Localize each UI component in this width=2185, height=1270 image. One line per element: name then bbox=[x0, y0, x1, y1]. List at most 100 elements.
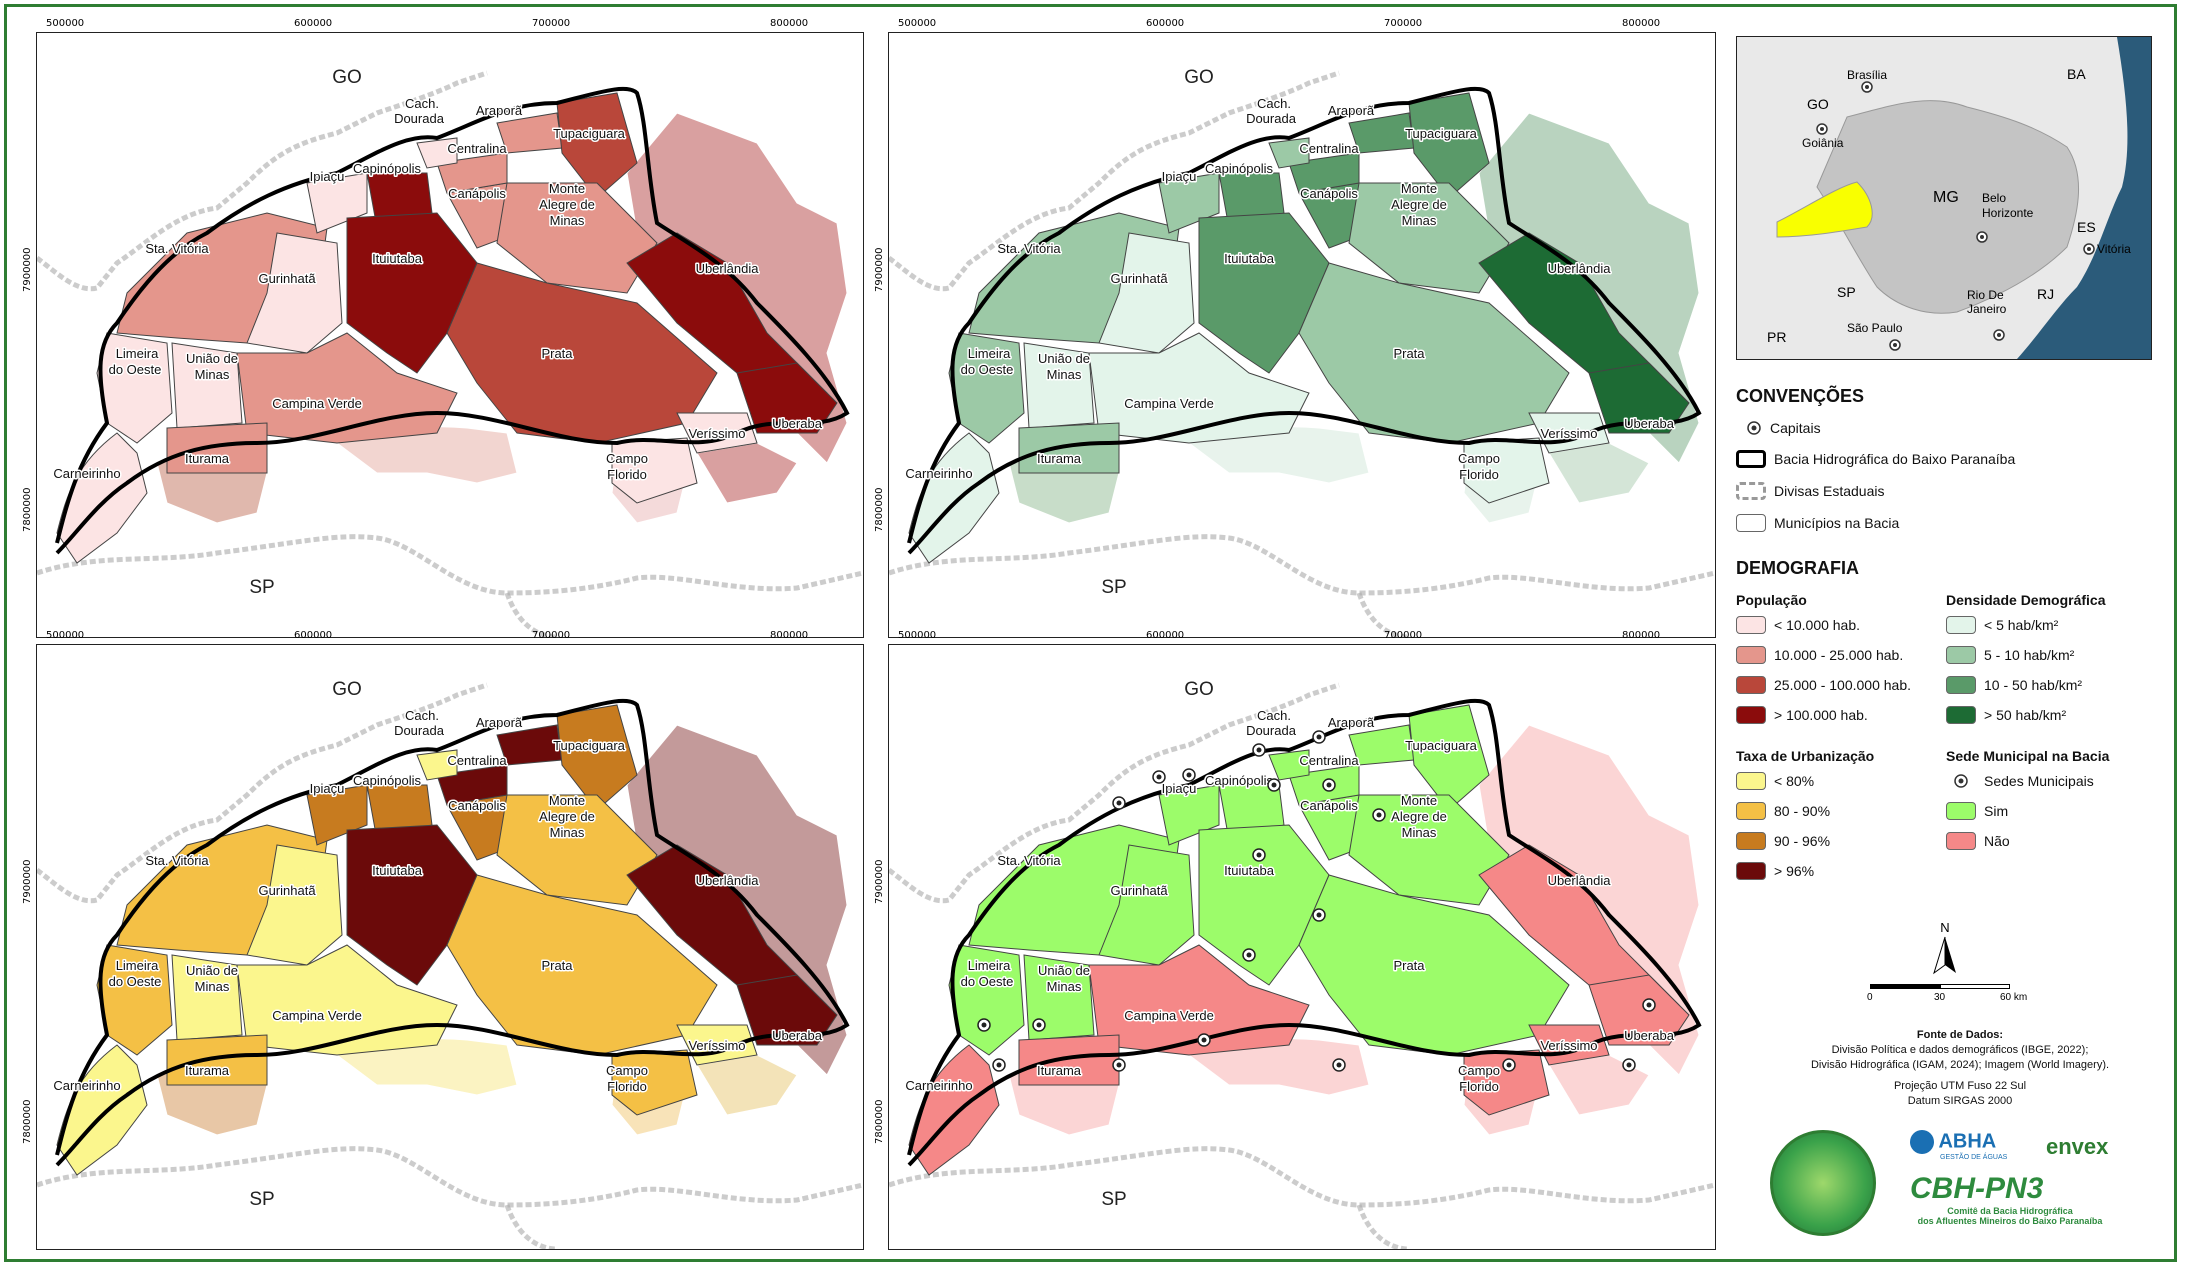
municipality-label: Ipiaçu bbox=[1162, 781, 1197, 796]
municipality-label: Campina Verde bbox=[272, 396, 362, 411]
axis-tick-label: 7900000 bbox=[22, 859, 33, 904]
north-arrow-icon bbox=[1933, 936, 1956, 975]
sede-municipal-icon bbox=[1267, 778, 1281, 792]
cbh-badge-logo bbox=[1770, 1130, 1876, 1236]
state-border bbox=[37, 682, 488, 904]
municipality-limeira bbox=[948, 332, 1025, 444]
municipality-ituiutaba bbox=[346, 212, 478, 374]
axis-tick-label: 800000 bbox=[1622, 18, 1661, 29]
sede-municipal-icon bbox=[1642, 998, 1656, 1012]
municipality-ituiutaba bbox=[1198, 824, 1330, 986]
sede-municipal-icon bbox=[977, 1018, 991, 1032]
municipality-uniao bbox=[1023, 342, 1095, 429]
legend-item: Não bbox=[1946, 832, 2010, 850]
legend-item-label: < 80% bbox=[1774, 773, 1815, 789]
state-label-go: GO bbox=[332, 679, 362, 700]
municipality-label: União de bbox=[186, 351, 238, 366]
legend-swatch bbox=[1946, 832, 1976, 850]
sede-municipal-icon bbox=[1332, 1058, 1346, 1072]
north-label: N bbox=[1940, 920, 1950, 935]
inset-label: SP bbox=[1837, 284, 1856, 300]
axis-tick-label: 700000 bbox=[1384, 630, 1423, 641]
legend-swatch bbox=[1946, 802, 1976, 820]
municipality-label: Ituiutaba bbox=[1224, 251, 1275, 266]
axis-tick-label: 7800000 bbox=[874, 487, 885, 532]
axis-tick-label: 800000 bbox=[770, 630, 809, 641]
municipality-label: Cach. bbox=[1257, 708, 1291, 723]
municipality-label: Campina Verde bbox=[1124, 396, 1214, 411]
legend-item-label: 25.000 - 100.000 hab. bbox=[1774, 677, 1912, 693]
municipality-label: Araporã bbox=[1328, 715, 1375, 730]
municipality-label: Uberaba bbox=[1624, 416, 1675, 431]
municipality-prata bbox=[446, 874, 718, 1056]
ocean bbox=[2017, 37, 2151, 359]
abha-logo: ABHA GESTÃO DE ÁGUAS bbox=[1910, 1130, 2007, 1161]
municipality-label: Iturama bbox=[1037, 451, 1082, 466]
municipality-limeira bbox=[96, 944, 173, 1056]
municipality-cach-dourada bbox=[416, 137, 458, 169]
municipality-label: Alegre de bbox=[539, 809, 595, 824]
legend-item: Sim bbox=[1946, 802, 2008, 820]
bacia-outline bbox=[907, 698, 1702, 1167]
outside-municipality bbox=[696, 1054, 798, 1116]
axis-tick-label: 7900000 bbox=[874, 247, 885, 292]
legend-item: 10 - 50 hab/km² bbox=[1946, 676, 2082, 694]
axis-tick-label: 7900000 bbox=[22, 247, 33, 292]
legend-item: > 100.000 hab. bbox=[1736, 706, 1868, 724]
municipality-label: Canápolis bbox=[1300, 798, 1358, 813]
municipality-label: Tupaciguara bbox=[1405, 738, 1478, 753]
municipality-label: Limeira bbox=[968, 958, 1011, 973]
state-border bbox=[1356, 592, 1410, 637]
municipality-label: Ipiaçu bbox=[310, 169, 345, 184]
municipality-label: Tupaciguara bbox=[553, 126, 626, 141]
axis-tick-label: 7800000 bbox=[22, 487, 33, 532]
axis-tick-label: 7800000 bbox=[22, 1099, 33, 1144]
axis-tick-label: 500000 bbox=[46, 18, 85, 29]
municipality-label: Prata bbox=[541, 346, 573, 361]
municipality-label: Campo bbox=[606, 1063, 648, 1078]
axis-tick-label: 700000 bbox=[532, 18, 571, 29]
municipality-label: Sta. Vitória bbox=[145, 241, 209, 256]
legend-swatch bbox=[1736, 646, 1766, 664]
legend-densidade-title: Densidade Demográfica bbox=[1946, 592, 2106, 608]
municipality-label: Monte bbox=[1401, 793, 1437, 808]
legend-item: > 50 hab/km² bbox=[1946, 706, 2066, 724]
municipality-label: Prata bbox=[1393, 346, 1425, 361]
municipality-cach-dourada bbox=[1268, 137, 1310, 169]
municipality-label: Monte bbox=[549, 793, 585, 808]
municipality-label: Prata bbox=[541, 958, 573, 973]
state-border bbox=[889, 682, 1340, 904]
municipality-label: Centralina bbox=[447, 753, 507, 768]
inset-label: Belo bbox=[1982, 191, 2006, 205]
municipality-uniao bbox=[171, 954, 243, 1041]
map-densidade: GO SP Cach. Dourada Araporã Tupaciguara Centra… bbox=[888, 32, 1716, 638]
bacia-outline bbox=[907, 86, 1702, 555]
municipality-label: Ipiaçu bbox=[1162, 169, 1197, 184]
axis-tick-label: 600000 bbox=[1146, 630, 1185, 641]
municipality-label: Gurinhatã bbox=[1110, 883, 1168, 898]
legend-bacia-label: Bacia Hidrográfica do Baixo Paranaíba bbox=[1774, 451, 2016, 467]
municipality-label: Carneirinho bbox=[53, 466, 120, 481]
municipality-label: União de bbox=[1038, 351, 1090, 366]
sede-municipal-icon bbox=[1242, 948, 1256, 962]
inset-label: BA bbox=[2067, 66, 2086, 82]
municipality-label: Sta. Vitória bbox=[145, 853, 209, 868]
legend-item: > 96% bbox=[1736, 862, 1814, 880]
data-source: Fonte de Dados: Divisão Política e dados… bbox=[1760, 1028, 2160, 1109]
legend-swatch bbox=[1736, 706, 1766, 724]
legend-swatch bbox=[1736, 802, 1766, 820]
inset-label: ES bbox=[2077, 219, 2096, 235]
legend-item: 5 - 10 hab/km² bbox=[1946, 646, 2074, 664]
municipality-monte-alegre bbox=[1348, 182, 1510, 294]
municipality-label: Tupaciguara bbox=[553, 738, 626, 753]
cbh-sub: Comitê da Bacia Hidrográfica bbox=[1947, 1206, 2073, 1216]
municipality-monte-alegre bbox=[496, 182, 658, 294]
municipality-label: Araporã bbox=[476, 715, 523, 730]
municipality-label: Monte bbox=[549, 181, 585, 196]
municipality-uniao bbox=[171, 342, 243, 429]
inset-label: São Paulo bbox=[1847, 321, 1903, 335]
bacia-outline bbox=[55, 698, 850, 1167]
sede-municipal-icon bbox=[992, 1058, 1006, 1072]
source-line: Datum SIRGAS 2000 bbox=[1907, 1095, 2013, 1107]
north-arrow: N bbox=[1930, 920, 1960, 980]
